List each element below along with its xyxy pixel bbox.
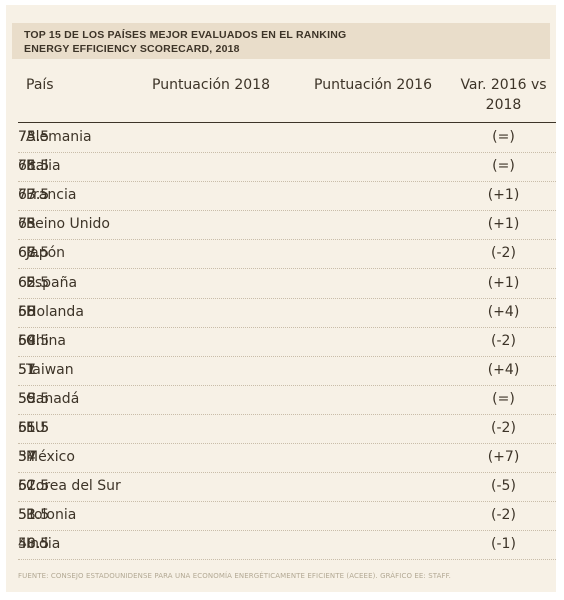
country-cell: Canadá	[26, 390, 80, 407]
variation-cell: (+1)	[487, 274, 520, 291]
score-2016-cell: 64	[18, 332, 36, 349]
country-cell: India	[26, 536, 61, 553]
score-2016-cell: 58	[18, 303, 36, 320]
country-cell: Polonia	[26, 507, 77, 524]
score-2018-cell: 57	[18, 361, 36, 378]
table-row: España 65.5 62 (+1)	[18, 269, 556, 299]
score-2016-cell: 62	[18, 274, 36, 291]
country-cell: Reino Unido	[26, 216, 110, 233]
score-2018-cell: 54	[18, 449, 36, 466]
country-cell: España	[26, 274, 78, 291]
score-2018-cell: 67	[18, 245, 36, 262]
title-line-1: TOP 15 DE LOS PAÍSES MEJOR EVALUADOS EN …	[24, 29, 347, 41]
table-row: Reino Unido 73 65 (+1)	[18, 210, 556, 241]
header-variacion-line-2: 2018	[485, 97, 522, 113]
score-2016-cell: 61.5	[18, 478, 50, 495]
table-row: China 59.5 64 (-2)	[18, 327, 556, 357]
table-row: Alemania 75.5 73.5 (=)	[18, 123, 556, 153]
score-2016-cell: 65	[18, 216, 36, 233]
country-cell: Corea del Sur	[26, 478, 121, 495]
header-divider	[18, 122, 556, 123]
score-2018-cell: 52.5	[18, 478, 50, 495]
variation-cell: (+4)	[487, 303, 520, 320]
header-puntuacion-2018: Puntuación 2018	[152, 77, 270, 93]
variation-cell: (=)	[492, 390, 515, 407]
score-2018-cell: 73.5	[18, 187, 50, 204]
country-cell: EU	[26, 420, 46, 436]
table-row: India 50.5 48.5 (-1)	[18, 530, 556, 561]
score-2018-cell: 50.5	[18, 536, 50, 553]
variation-cell: (-2)	[491, 332, 516, 349]
score-2016-cell: 53.5	[18, 507, 50, 524]
table-row: EU 55.5 61.5 (-2)	[18, 414, 556, 444]
variation-cell: (-2)	[491, 420, 516, 436]
table-row: Canadá 55.5 59 (=)	[18, 385, 556, 415]
country-cell: Holanda	[26, 303, 84, 320]
variation-cell: (-2)	[491, 507, 516, 524]
variation-cell: (-1)	[491, 536, 516, 553]
table-row: Japón 67 68.5 (-2)	[18, 239, 556, 270]
table-row: Corea del Sur 52.5 61.5 (-5)	[18, 472, 556, 503]
score-2018-cell: 59.5	[18, 332, 50, 349]
score-2018-cell: 73	[18, 216, 36, 233]
header-pais: País	[26, 77, 54, 93]
score-2018-cell: 65	[18, 303, 36, 320]
variation-cell: (+4)	[487, 361, 520, 378]
score-2016-cell: 67.5	[18, 187, 50, 204]
score-2016-cell: 61.5	[18, 420, 50, 436]
variation-cell: (+1)	[487, 216, 520, 233]
country-cell: Japón	[26, 245, 66, 262]
table-title: TOP 15 DE LOS PAÍSES MEJOR EVALUADOS EN …	[24, 28, 544, 56]
header-variacion: Var. 2016 vs 2018	[446, 75, 561, 115]
table-row: México 54 37 (+7)	[18, 443, 556, 474]
country-cell: Italia	[26, 158, 61, 175]
country-cell: China	[26, 332, 66, 349]
score-2018-cell: 75.5	[18, 158, 50, 175]
title-band: TOP 15 DE LOS PAÍSES MEJOR EVALUADOS EN …	[12, 23, 550, 59]
country-cell: México	[26, 449, 75, 466]
variation-cell: (-5)	[491, 478, 516, 495]
country-cell: Francia	[26, 187, 77, 204]
score-2018-cell: 75.5	[18, 129, 50, 145]
infographic-card: TOP 15 DE LOS PAÍSES MEJOR EVALUADOS EN …	[6, 5, 556, 592]
table-row: Polonia 51 53.5 (-2)	[18, 501, 556, 532]
score-2018-cell: 55.5	[18, 420, 50, 436]
header-puntuacion-2016: Puntuación 2016	[314, 77, 432, 93]
variation-cell: (=)	[492, 158, 515, 175]
score-2016-cell: 37	[18, 449, 36, 466]
score-2016-cell: 48.5	[18, 536, 50, 553]
variation-cell: (+7)	[487, 449, 520, 466]
score-2018-cell: 55.5	[18, 390, 50, 407]
variation-cell: (=)	[492, 129, 515, 145]
score-2018-cell: 51	[18, 507, 36, 524]
title-line-2: ENERGY EFFICIENCY SCORECARD, 2018	[24, 43, 240, 55]
variation-cell: (-2)	[491, 245, 516, 262]
score-2016-cell: 68.5	[18, 158, 50, 175]
score-2016-cell: 59	[18, 390, 36, 407]
table-row: Holanda 65 58 (+4)	[18, 298, 556, 328]
table-row: Italia 75.5 68.5 (=)	[18, 152, 556, 183]
country-cell: Alemania	[26, 129, 92, 145]
score-2016-cell: 68.5	[18, 245, 50, 262]
table-row: Francia 73.5 67.5 (+1)	[18, 181, 556, 212]
score-2016-cell: 51	[18, 361, 36, 378]
variation-cell: (+1)	[487, 187, 520, 204]
table-row: Taiwan 57 51 (+4)	[18, 356, 556, 386]
country-cell: Taiwan	[26, 361, 74, 378]
header-variacion-line-1: Var. 2016 vs	[460, 77, 547, 93]
score-2016-cell: 73.5	[18, 129, 50, 145]
source-note: FUENTE: CONSEJO ESTADOUNIDENSE PARA UNA …	[18, 572, 451, 580]
score-2018-cell: 65.5	[18, 274, 50, 291]
